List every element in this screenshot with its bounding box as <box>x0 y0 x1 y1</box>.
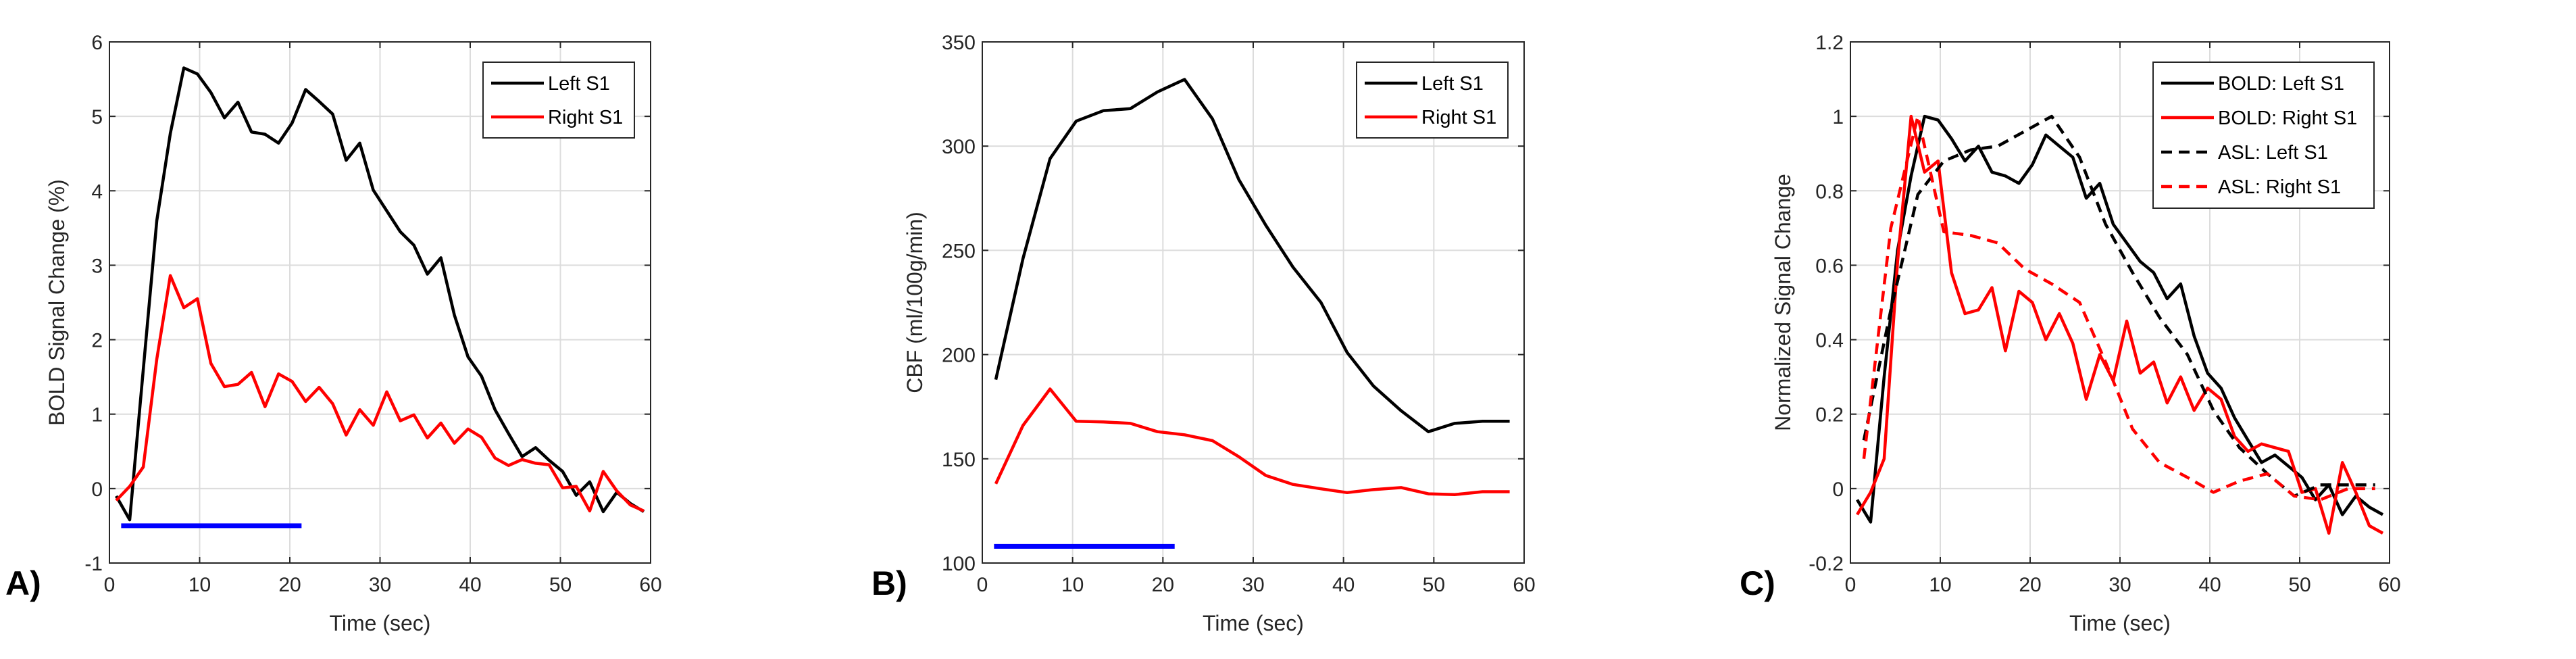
x-tick-label: 20 <box>2019 574 2041 596</box>
panel-label: B) <box>872 564 907 602</box>
x-tick-label: 20 <box>1152 574 1174 596</box>
x-tick-label: 40 <box>2198 574 2221 596</box>
x-tick-label: 10 <box>1061 574 1084 596</box>
y-tick-label: 300 <box>942 136 976 158</box>
x-tick-label: 30 <box>2108 574 2131 596</box>
panel-label: C) <box>1740 564 1775 602</box>
y-axis-label: BOLD Signal Change (%) <box>45 179 69 426</box>
y-tick-label: 2 <box>91 330 103 352</box>
panel-b-cbf-chart: 0 10 20 30 40 50 60 100 150 200 250 300 350 Time (sec… <box>872 32 1536 635</box>
x-tick-label: 40 <box>1332 574 1355 596</box>
x-tick-label: 50 <box>1423 574 1445 596</box>
x-tick-label: 30 <box>1242 574 1264 596</box>
y-axis-label: CBF (ml/100g/min) <box>903 212 927 393</box>
x-tick-label: 20 <box>278 574 301 596</box>
x-axis-label: Time (sec) <box>2069 611 2171 635</box>
y-tick-label: 250 <box>942 240 976 262</box>
y-tick-label: 6 <box>91 32 103 54</box>
x-tick-label: 30 <box>369 574 391 596</box>
y-tick-label: 0 <box>1832 479 1844 501</box>
legend-entry-label: ASL: Left S1 <box>2218 142 2328 164</box>
x-tick-label: 0 <box>977 574 988 596</box>
y-tick-label: 350 <box>942 32 976 54</box>
x-axis-label: Time (sec) <box>1203 611 1304 635</box>
legend: BOLD: Left S1 BOLD: Right S1 ASL: Left S1 A… <box>2152 62 2375 209</box>
y-tick-label: 100 <box>942 553 976 575</box>
y-axis-label: Normalized Signal Change <box>1771 174 1795 431</box>
legend-box <box>1356 62 1509 139</box>
y-tick-label: 0.6 <box>1815 255 1844 277</box>
series-line-bold-right-s1 <box>1856 114 2384 535</box>
y-tick-label: 4 <box>91 180 103 203</box>
x-axis-label: Time (sec) <box>330 611 431 635</box>
legend-entry-label: Right S1 <box>1421 107 1496 128</box>
y-tick-label: -1 <box>84 553 103 575</box>
x-tick-label: 40 <box>459 574 481 596</box>
x-tick-label: 50 <box>2288 574 2310 596</box>
legend: Left S1 Right S1 <box>1356 62 1509 139</box>
x-tick-label: 10 <box>1929 574 1951 596</box>
y-tick-label: 0.8 <box>1815 180 1844 203</box>
x-tick-label: 50 <box>549 574 572 596</box>
x-tick-label: 60 <box>2378 574 2400 596</box>
y-tick-label: 1 <box>1832 106 1844 128</box>
legend-entry-label: ASL: Right S1 <box>2218 176 2341 198</box>
legend: Left S1 Right S1 <box>482 62 635 139</box>
x-tick-label: 60 <box>639 574 661 596</box>
y-tick-label: 5 <box>91 106 103 128</box>
x-tick-label: 60 <box>1513 574 1535 596</box>
y-tick-label: 1 <box>91 404 103 426</box>
series-line-left-s1 <box>115 66 645 522</box>
x-tick-label: 0 <box>1845 574 1857 596</box>
panel-label: A) <box>5 564 41 602</box>
legend-box <box>2152 62 2375 209</box>
series-line-left-s1 <box>994 78 1510 433</box>
legend-box <box>482 62 635 139</box>
y-tick-label: 150 <box>942 449 976 471</box>
y-tick-label: 0.4 <box>1815 330 1844 352</box>
legend-entry-label: BOLD: Right S1 <box>2218 107 2357 129</box>
y-tick-label: 0 <box>91 479 103 501</box>
y-tick-label: -0.2 <box>1809 553 1844 575</box>
legend-entry-label: Left S1 <box>1421 73 1484 95</box>
series-line-right-s1 <box>994 387 1510 497</box>
y-tick-label: 200 <box>942 345 976 367</box>
series-line-right-s1 <box>115 274 645 513</box>
y-tick-label: 1.2 <box>1815 32 1844 54</box>
y-tick-label: 3 <box>91 255 103 277</box>
legend-entry-label: BOLD: Left S1 <box>2218 73 2344 95</box>
x-tick-label: 0 <box>104 574 116 596</box>
y-tick-label: 0.2 <box>1815 404 1844 426</box>
series-line-asl-right-s1 <box>1862 114 2375 502</box>
legend-entry-label: Right S1 <box>548 107 623 128</box>
legend-entry-label: Left S1 <box>548 73 610 95</box>
x-tick-label: 10 <box>188 574 211 596</box>
